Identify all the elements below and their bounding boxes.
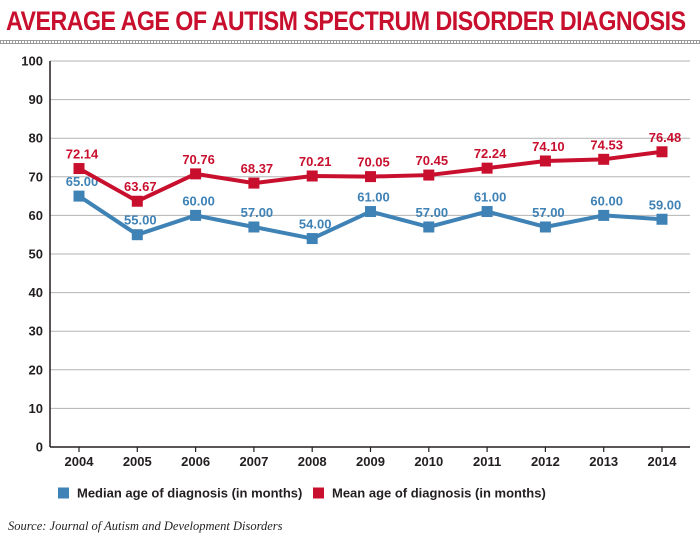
mean-marker-2009 (365, 171, 376, 183)
median-data-label-2012: 57.00 (532, 205, 565, 220)
axes: 0 10 20 30 40 50 60 70 80 90 100 2004 2005 2006 2007 20… (21, 54, 690, 469)
median-data-label-2009: 61.00 (357, 190, 390, 205)
mean-data-label-2012: 74.10 (532, 139, 565, 154)
chart-title: AVERAGE AGE OF AUTISM SPECTRUM DISORDER … (6, 6, 686, 36)
y-tick-label-50: 50 (29, 247, 43, 262)
mean-data-label-2004: 72.14 (66, 147, 99, 162)
x-tick-label-2008: 2008 (298, 454, 327, 469)
mean-data-label-2007: 68.37 (241, 161, 274, 176)
mean-marker-2005 (131, 195, 143, 207)
x-tick-label-2013: 2013 (589, 454, 618, 469)
median-marker-2012 (539, 221, 551, 233)
median-data-label-2008: 54.00 (299, 217, 332, 232)
legend-swatch-mean (313, 487, 324, 499)
x-tick-label-2004: 2004 (65, 454, 95, 469)
median-marker-2009 (365, 206, 376, 218)
median-data-label-2010: 57.00 (416, 205, 449, 220)
mean-data-label-2009: 70.05 (357, 155, 390, 170)
median-marker-2007 (248, 221, 260, 233)
x-tick-label-2006: 2006 (181, 454, 210, 469)
median-data-label-2007: 57.00 (241, 205, 274, 220)
median-data-label-2006: 60.00 (182, 193, 215, 208)
mean-data-label-2010: 70.45 (416, 153, 449, 168)
x-tick-label-2010: 2010 (414, 454, 443, 469)
median-data-label-2014: 59.00 (649, 197, 682, 212)
mean-data-label-2008: 70.21 (299, 154, 332, 169)
mean-data-label-2006: 70.76 (182, 152, 215, 167)
mean-marker-2008 (306, 170, 318, 182)
median-data-label-2011: 61.00 (474, 190, 507, 205)
y-tick-label-20: 20 (29, 362, 43, 377)
x-tick-label-2007: 2007 (239, 454, 268, 469)
x-tick-label-2005: 2005 (123, 454, 152, 469)
y-tick-label-40: 40 (29, 285, 43, 300)
x-tick-label-2012: 2012 (531, 454, 560, 469)
median-marker-2011 (481, 206, 493, 218)
mean-marker-2012 (539, 155, 551, 167)
legend: Median age of diagnosis (in months) Mean … (58, 486, 546, 501)
y-tick-label-100: 100 (21, 54, 43, 69)
legend-label-median: Median age of diagnosis (in months) (77, 486, 302, 501)
mean-marker-2014 (656, 146, 668, 158)
mean-marker-2007 (248, 177, 260, 189)
title-divider (0, 40, 700, 44)
median-data-label-2005: 55.00 (124, 213, 157, 228)
source-note: Source: Journal of Autism and Developmen… (8, 519, 283, 533)
median-data-label-2004: 65.00 (66, 174, 99, 189)
mean-marker-2004 (73, 163, 85, 175)
median-marker-2005 (131, 229, 143, 241)
median-marker-2010 (423, 221, 435, 233)
x-tick-label-2014: 2014 (648, 454, 678, 469)
y-tick-label-90: 90 (29, 92, 43, 107)
mean-data-label-2005: 63.67 (124, 179, 157, 194)
median-data-label-2013: 60.00 (590, 193, 623, 208)
series: 65.00 55.00 60.00 57.00 54.00 61.00 57.00 61.00… (66, 130, 682, 245)
mean-marker-2011 (481, 162, 493, 174)
median-marker-2014 (656, 213, 668, 225)
median-marker-2006 (190, 209, 202, 221)
y-tick-label-70: 70 (29, 169, 43, 184)
mean-marker-2010 (423, 169, 435, 181)
y-tick-label-0: 0 (36, 440, 43, 455)
mean-data-label-2014: 76.48 (649, 130, 682, 145)
median-marker-2008 (306, 233, 318, 245)
y-tick-label-60: 60 (29, 208, 43, 223)
x-tick-label-2011: 2011 (473, 454, 501, 469)
mean-data-label-2011: 72.24 (474, 146, 507, 161)
median-marker-2013 (598, 209, 610, 221)
y-tick-label-80: 80 (29, 131, 43, 146)
gridlines (50, 60, 690, 409)
mean-marker-2013 (598, 153, 610, 165)
mean-marker-2006 (190, 168, 202, 180)
line-chart: 0 10 20 30 40 50 60 70 80 90 100 2004 2005 2006 2007 20… (21, 54, 690, 501)
legend-swatch-median (58, 487, 69, 499)
y-tick-label-30: 30 (29, 324, 43, 339)
legend-label-mean: Mean age of diagnosis (in months) (332, 486, 546, 501)
y-tick-label-10: 10 (29, 401, 43, 416)
mean-data-label-2013: 74.53 (590, 137, 623, 152)
median-marker-2004 (73, 190, 85, 202)
x-tick-label-2009: 2009 (356, 454, 385, 469)
